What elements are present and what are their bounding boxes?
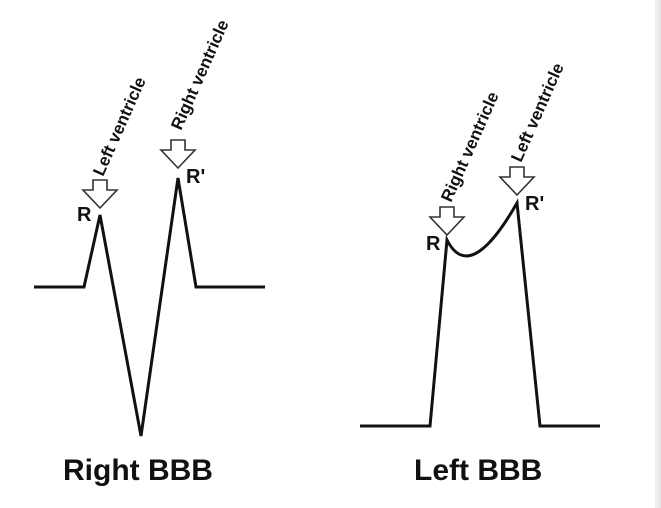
left-bbb-left-ventricle-label: Left ventricle — [507, 60, 567, 164]
left-bbb-panel: R R' Right ventricle Left ventricle Left… — [360, 60, 600, 487]
right-bbb-r-prime-label: R' — [186, 166, 205, 188]
left-bbb-waveform — [360, 198, 600, 428]
right-bbb-r-label: R — [77, 204, 92, 226]
left-bbb-r-prime-label: R' — [525, 193, 544, 215]
left-bbb-caption: Left BBB — [414, 454, 542, 487]
right-bbb-caption: Right BBB — [63, 454, 213, 487]
left-bbb-r-label: R — [426, 233, 441, 255]
right-bbb-waveform — [34, 177, 265, 437]
left-bbb-r-prime-arrow-icon — [498, 166, 536, 197]
page-edge-shadow — [655, 0, 661, 508]
right-bbb-r-prime-arrow-icon — [159, 139, 197, 170]
right-bbb-r-arrow-icon — [81, 179, 119, 210]
right-bbb-right-ventricle-label: Right ventricle — [167, 17, 232, 133]
left-bbb-right-ventricle-label: Right ventricle — [437, 89, 502, 205]
right-bbb-panel: R R' Left ventricle Right ventricle Righ… — [34, 17, 265, 487]
left-bbb-r-arrow-icon — [428, 206, 466, 237]
right-bbb-left-ventricle-label: Left ventricle — [89, 74, 149, 178]
